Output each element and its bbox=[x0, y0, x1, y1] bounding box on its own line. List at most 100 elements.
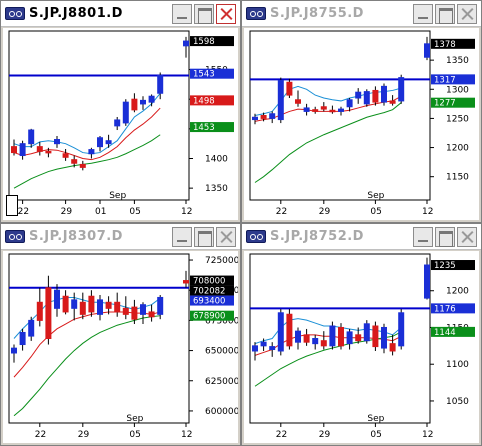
candle-body bbox=[157, 74, 164, 94]
price-label-box bbox=[190, 68, 234, 79]
chart-window-8752[interactable]: S.JP.J8752.D 120011501100105022290512Sep… bbox=[241, 223, 482, 446]
price-label-text: 1317 bbox=[434, 75, 456, 85]
moving-average-line-2 bbox=[13, 315, 161, 417]
candle-body bbox=[79, 301, 86, 315]
window-title: S.JP.J8307.D bbox=[29, 229, 123, 244]
x-tick-label: 12 bbox=[422, 430, 433, 440]
candle-body bbox=[381, 326, 387, 349]
candle-body bbox=[19, 143, 26, 157]
title-bar[interactable]: S.JP.J8307.D bbox=[1, 224, 240, 250]
title-bar[interactable]: S.JP.J8752.D bbox=[242, 224, 481, 250]
price-label-text: 678900 bbox=[193, 312, 225, 322]
candle-body bbox=[252, 116, 258, 121]
candle-body bbox=[286, 313, 293, 347]
candle-body bbox=[312, 338, 319, 345]
candle-body bbox=[363, 323, 370, 342]
candle-body bbox=[424, 43, 430, 58]
candle-body bbox=[338, 326, 344, 347]
candle-body bbox=[54, 289, 60, 309]
y-tick-label: 1150 bbox=[446, 173, 469, 183]
candle-body bbox=[381, 85, 387, 103]
close-button[interactable] bbox=[457, 4, 477, 24]
title-bar[interactable]: S.JP.J8801.D bbox=[1, 1, 240, 27]
candle-body bbox=[338, 108, 344, 112]
moving-average-line-0 bbox=[13, 92, 161, 155]
candle-body bbox=[398, 77, 405, 102]
price-label-text: 1176 bbox=[434, 304, 456, 314]
chart-window-8755[interactable]: S.JP.J8755.D 1350 1300 1250 1200 1150 22 29 05 1… bbox=[241, 0, 482, 223]
price-chart[interactable]: 1350 1300 1250 1200 1150 22 29 05 12 Sep 1378 1317 1… bbox=[244, 28, 479, 220]
plot-frame bbox=[249, 30, 431, 201]
price-label-box bbox=[431, 97, 475, 108]
price-label-box bbox=[431, 303, 475, 314]
close-button[interactable] bbox=[216, 227, 236, 247]
candle-body bbox=[286, 81, 293, 96]
candle-body bbox=[320, 106, 327, 110]
candle-body bbox=[88, 295, 95, 313]
candle-body bbox=[71, 299, 78, 309]
minimize-button[interactable] bbox=[413, 227, 433, 247]
candle-body bbox=[389, 343, 396, 352]
price-label-box bbox=[190, 36, 234, 47]
close-button[interactable] bbox=[216, 4, 236, 24]
price-chart[interactable]: 155015001450140013502229010512Sep1598154… bbox=[3, 28, 238, 220]
price-label-text: 708000 bbox=[193, 277, 225, 287]
y-tick-label: 725000 bbox=[205, 256, 238, 266]
scroll-handle[interactable] bbox=[6, 195, 18, 216]
minimize-button[interactable] bbox=[172, 4, 192, 24]
candle-body bbox=[355, 334, 362, 342]
x-tick-label: 12 bbox=[181, 207, 192, 217]
moving-average-line-1 bbox=[254, 95, 402, 122]
minimize-button[interactable] bbox=[413, 4, 433, 24]
system-menu-icon[interactable] bbox=[5, 7, 25, 20]
price-label-text: 1277 bbox=[434, 99, 456, 109]
moving-average-line-1 bbox=[13, 107, 161, 161]
maximize-button[interactable] bbox=[194, 4, 214, 24]
y-tick-label: 1300 bbox=[446, 85, 469, 95]
price-label-text: 1543 bbox=[193, 70, 215, 80]
candle-body bbox=[131, 306, 138, 320]
price-chart[interactable]: 7250007000006750006500006250006000002229… bbox=[3, 251, 238, 443]
y-tick-label: 1350 bbox=[205, 184, 228, 194]
close-button[interactable] bbox=[457, 227, 477, 247]
moving-average-line-1 bbox=[254, 334, 402, 356]
x-tick-label: 01 bbox=[95, 207, 106, 217]
maximize-button[interactable] bbox=[435, 227, 455, 247]
x-tick-label: 05 bbox=[129, 207, 140, 217]
price-label-box bbox=[190, 310, 234, 321]
price-label-box bbox=[431, 326, 475, 337]
candle-body bbox=[183, 40, 189, 47]
candle-body bbox=[346, 99, 353, 108]
system-menu-icon[interactable] bbox=[246, 7, 266, 20]
minimize-button[interactable] bbox=[172, 227, 192, 247]
candle-body bbox=[183, 280, 189, 284]
price-chart[interactable]: 120011501100105022290512Sep123511761144 bbox=[244, 251, 479, 443]
maximize-button[interactable] bbox=[435, 4, 455, 24]
y-tick-label: 1200 bbox=[446, 287, 469, 297]
moving-average-line-2 bbox=[254, 102, 402, 183]
price-label-text: 1498 bbox=[193, 96, 215, 106]
x-tick-label: 05 bbox=[370, 207, 381, 217]
moving-average-line-2 bbox=[254, 331, 402, 387]
x-tick-label: 22 bbox=[276, 430, 287, 440]
candlestick-chart-svg: 120011501100105022290512Sep123511761144 bbox=[249, 253, 475, 440]
y-tick-label: 675000 bbox=[205, 316, 238, 326]
price-label-box bbox=[431, 38, 475, 49]
price-label-box bbox=[190, 295, 234, 306]
candle-body bbox=[295, 99, 301, 104]
candlestick-chart-svg: 7250007000006750006500006250006000002229… bbox=[8, 253, 238, 440]
x-tick-label: 29 bbox=[61, 207, 73, 217]
title-bar[interactable]: S.JP.J8755.D bbox=[242, 1, 481, 27]
chart-window-8801[interactable]: S.JP.J8801.D 155015001450140013502229010… bbox=[0, 0, 241, 223]
maximize-button[interactable] bbox=[194, 227, 214, 247]
system-menu-icon[interactable] bbox=[246, 230, 266, 243]
system-menu-icon[interactable] bbox=[5, 230, 25, 243]
moving-average-line-0 bbox=[254, 318, 402, 345]
price-label-box bbox=[190, 122, 234, 133]
moving-average-line-0 bbox=[13, 296, 161, 339]
y-tick-label: 650000 bbox=[205, 347, 238, 357]
chart-window-8307[interactable]: S.JP.J8307.D 725000700000675000650000625… bbox=[0, 223, 241, 446]
x-tick-label: 29 bbox=[319, 207, 331, 217]
